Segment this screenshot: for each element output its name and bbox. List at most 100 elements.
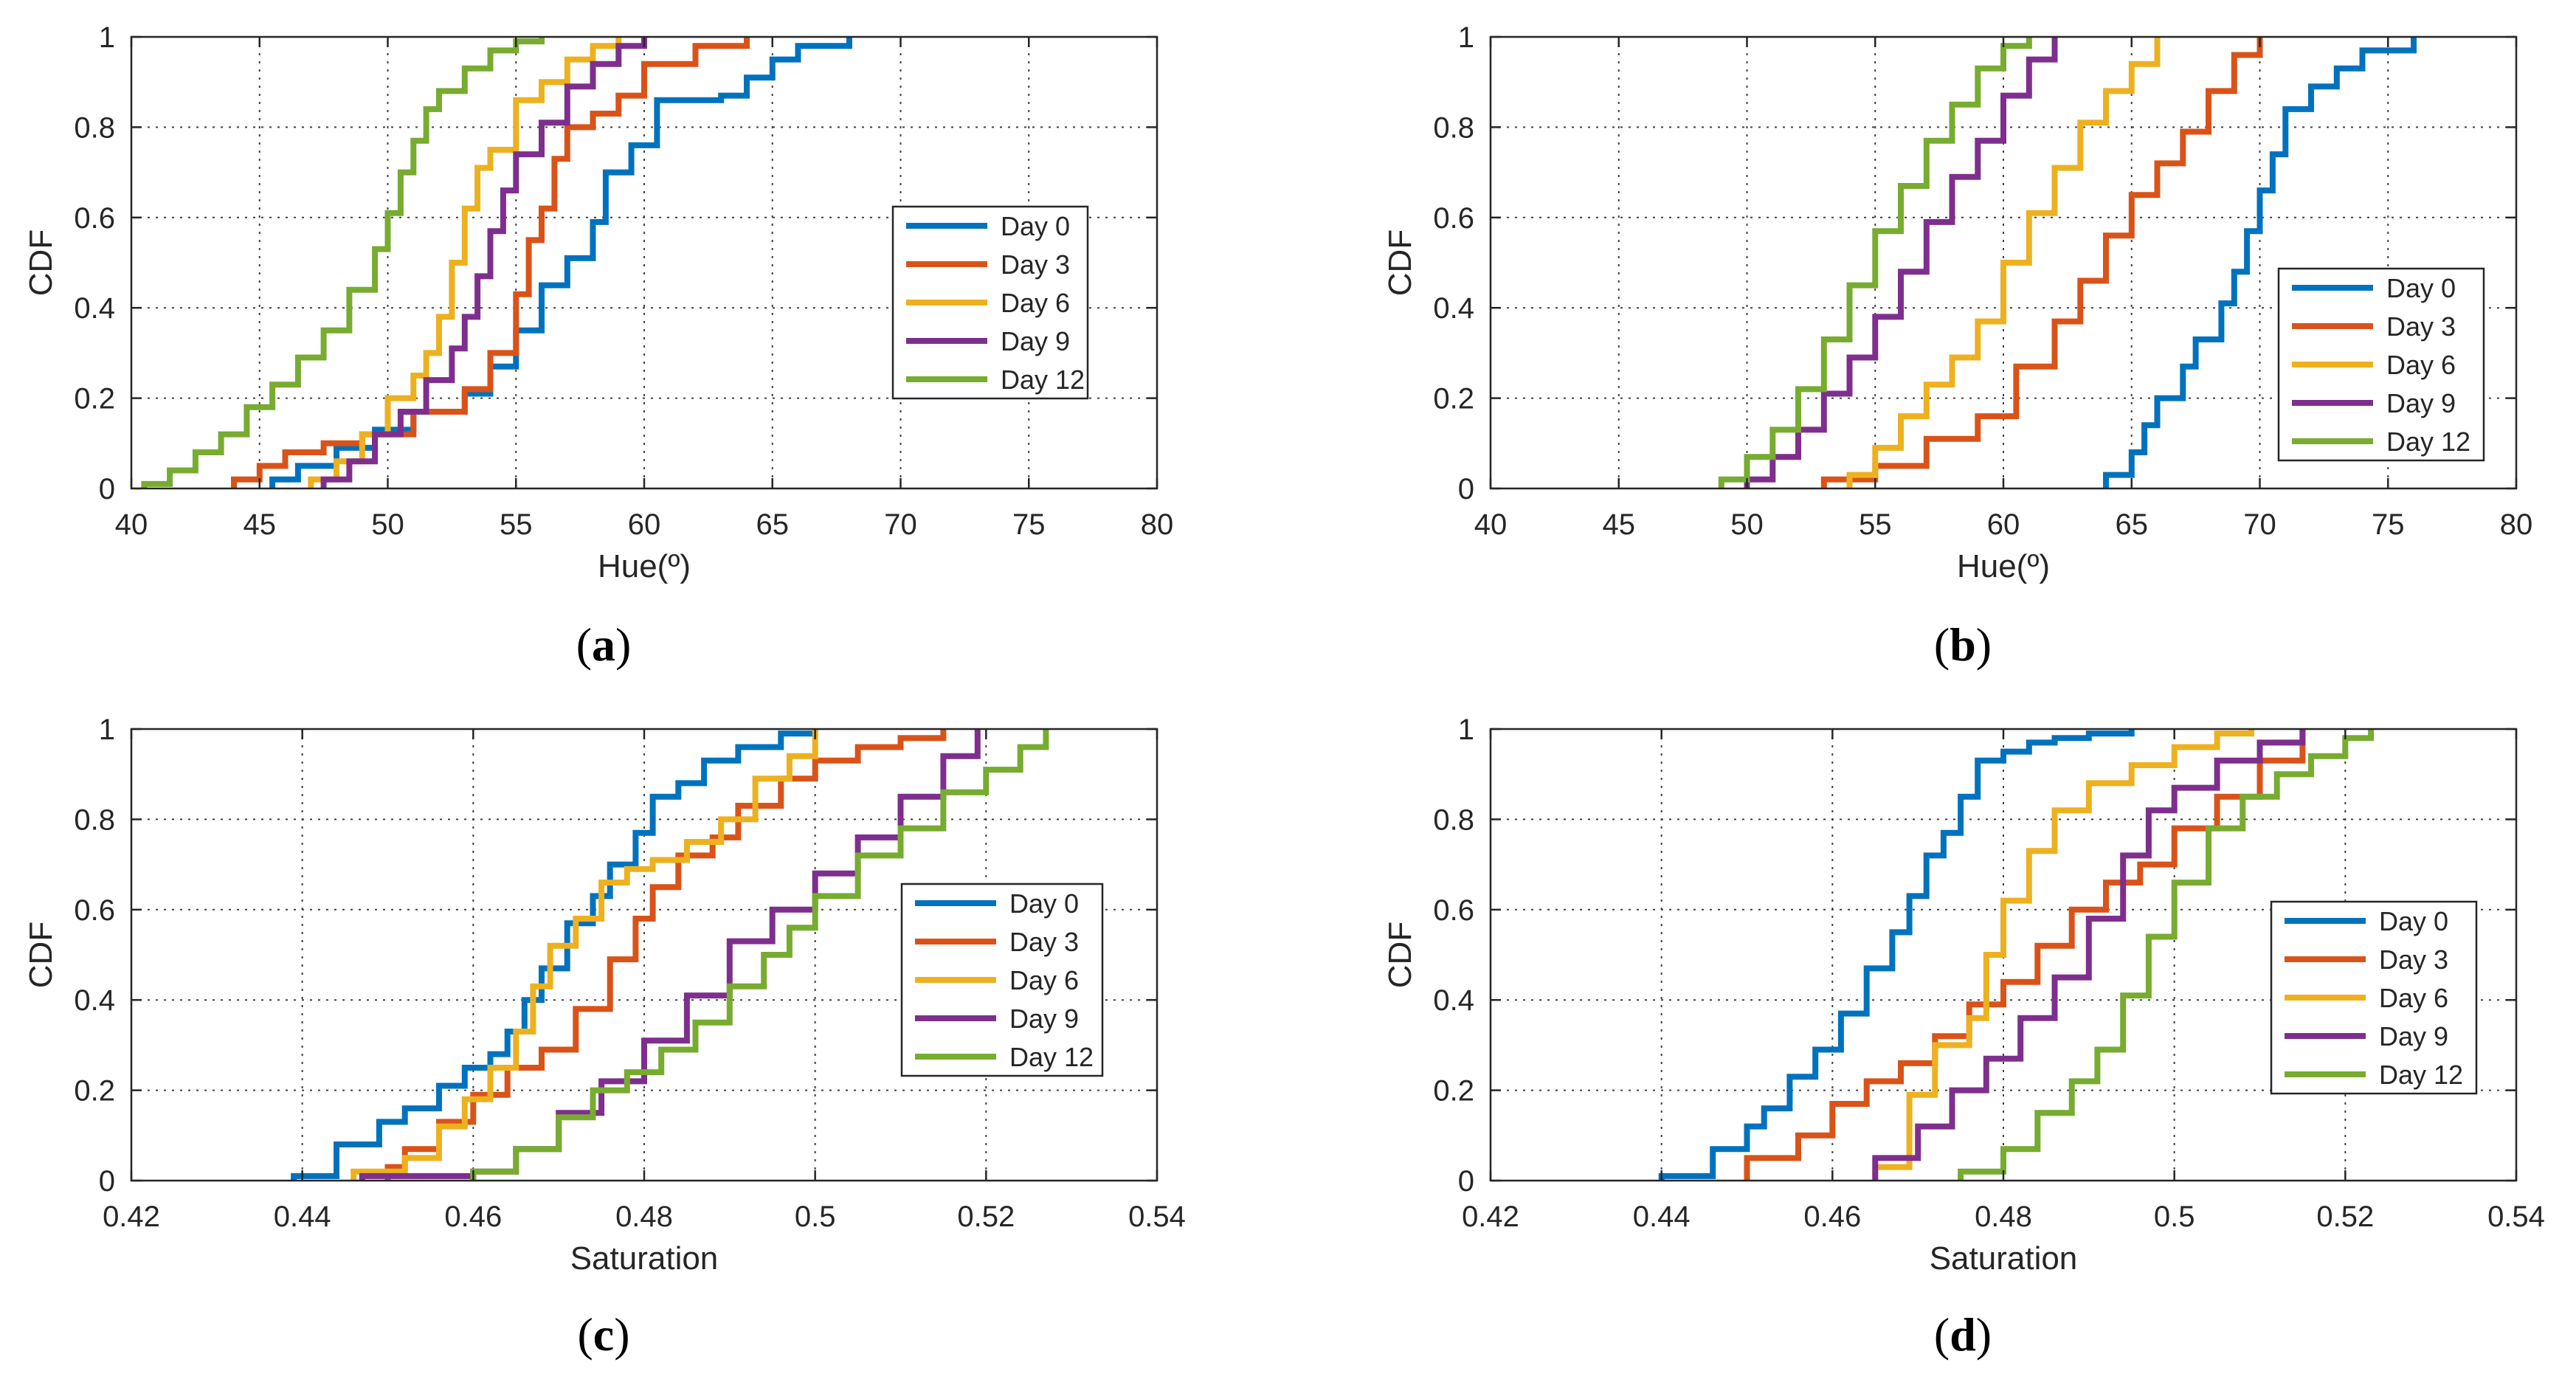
caption-close-paren: ) (615, 618, 631, 671)
series-line-day-12 (1958, 729, 2375, 1181)
caption-close-paren: ) (614, 1308, 629, 1361)
legend-label: Day 3 (1009, 927, 1079, 957)
series-line-day-0 (1658, 729, 2135, 1181)
x-tick-label: 0.44 (1633, 1201, 1691, 1233)
caption-close-paren: ) (1976, 1308, 1992, 1361)
chart-panel-b: 40 45 50 55 60 65 70 75 80 0 0.2 0.4 0.6 0.8 1 Hue(º) CD… (1382, 21, 2532, 671)
legend-label: Day 9 (1001, 326, 1070, 356)
legend-label: Day 3 (2386, 311, 2456, 342)
series-group (1718, 37, 2417, 488)
series-line-day-12 (1718, 37, 2032, 488)
series-line-day-6 (1846, 37, 2161, 488)
x-tick-label: 55 (500, 508, 533, 541)
legend-label: Day 0 (2386, 273, 2456, 303)
chart-panel-c: 0.42 0.44 0.46 0.48 0.5 0.52 0.54 0 0.2 0.4 0.6 0.8… (23, 714, 1186, 1361)
grid (131, 729, 1157, 1181)
series-group (1658, 729, 2375, 1181)
x-tick-label: 45 (1603, 508, 1636, 541)
x-tick-label: 60 (1987, 508, 2020, 541)
x-tick-label: 45 (244, 508, 277, 541)
legend-label: Day 12 (1009, 1042, 1094, 1072)
legend-label: Day 0 (2379, 906, 2448, 936)
caption-open-paren: ( (1934, 618, 1950, 671)
caption-close-paren: ) (1976, 618, 1992, 671)
panel-caption: (b) (1934, 618, 1992, 671)
legend: Day 0 Day 3 Day 6 Day 9 Day 12 (900, 883, 1104, 1077)
legend-label: Day 12 (1001, 365, 1085, 395)
legend-label: Day 12 (2386, 426, 2470, 457)
chart-panel-a: 40 45 50 55 60 65 70 75 80 0 0.2 0.4 0.6 0.8 1 Hue(º) CD… (23, 21, 1173, 671)
legend-label: Day 3 (2379, 944, 2448, 975)
x-tick-label: 75 (1012, 508, 1046, 541)
y-tick-label: 0 (1458, 473, 1474, 505)
y-tick-label: 0.4 (1433, 292, 1474, 325)
panel-caption: (c) (577, 1308, 629, 1361)
x-tick-label: 0.42 (103, 1201, 160, 1233)
y-tick-label: 0.4 (1433, 984, 1474, 1017)
legend: Day 0 Day 3 Day 6 Day 9 Day 12 (891, 205, 1089, 400)
x-axis-label: Hue(º) (1957, 548, 2050, 584)
series-line-day-6 (308, 37, 622, 488)
y-axis-label: CDF (1382, 922, 1418, 988)
y-tick-label: 0.8 (1433, 804, 1474, 836)
series-group (291, 729, 1049, 1181)
caption-letter: a (592, 618, 615, 671)
series-line-day-0 (291, 729, 818, 1181)
y-tick-label: 0.6 (74, 894, 115, 927)
series-line-day-12 (141, 37, 545, 488)
panel-caption: (d) (1934, 1308, 1992, 1361)
series-line-day-0 (2103, 37, 2417, 488)
x-tick-label: 60 (628, 508, 661, 541)
legend-label: Day 9 (2379, 1021, 2448, 1051)
legend-label: Day 9 (2386, 388, 2456, 418)
series-group (141, 37, 852, 488)
x-tick-label: 70 (2243, 508, 2276, 541)
y-tick-label: 0.2 (74, 383, 115, 415)
y-tick-label: 0.4 (74, 292, 115, 325)
x-tick-label: 0.48 (1975, 1201, 2032, 1233)
x-axis-label: Hue(º) (598, 548, 691, 584)
x-tick-label: 0.5 (795, 1201, 836, 1233)
x-tick-label: 55 (1859, 508, 1892, 541)
y-tick-label: 0.8 (74, 804, 115, 836)
y-tick-label: 0.2 (1433, 1075, 1474, 1108)
legend-label: Day 9 (1009, 1004, 1079, 1034)
x-tick-label: 70 (884, 508, 917, 541)
x-tick-label: 75 (2372, 508, 2405, 541)
series-line-day-9 (320, 37, 647, 488)
caption-letter: c (593, 1308, 614, 1361)
x-tick-label: 40 (115, 508, 148, 541)
x-tick-label: 0.46 (1803, 1201, 1861, 1233)
series-line-day-9 (1744, 37, 2058, 488)
x-tick-label: 65 (756, 508, 790, 541)
legend: Day 0 Day 3 Day 6 Day 9 Day 12 (2270, 900, 2478, 1095)
y-axis-label: CDF (23, 229, 59, 296)
y-tick-label: 0 (1458, 1165, 1474, 1198)
legend-label: Day 6 (1001, 288, 1070, 318)
legend: Day 0 Day 3 Day 6 Day 9 Day 12 (2277, 267, 2485, 462)
series-line-day-3 (1820, 37, 2263, 488)
legend-label: Day 12 (2379, 1060, 2463, 1090)
x-tick-label: 80 (2500, 508, 2533, 541)
y-tick-label: 0 (99, 473, 115, 505)
x-tick-label: 50 (371, 508, 404, 541)
y-tick-label: 0.6 (1433, 202, 1474, 235)
x-tick-label: 80 (1141, 508, 1174, 541)
caption-open-paren: ( (577, 1308, 593, 1361)
panel-caption: (a) (576, 618, 632, 671)
y-tick-label: 0.2 (74, 1075, 115, 1108)
legend-label: Day 6 (1009, 965, 1079, 995)
y-tick-label: 0.8 (1433, 111, 1474, 144)
series-line-day-3 (231, 37, 750, 488)
x-tick-label: 0.48 (615, 1201, 673, 1233)
x-tick-label: 0.5 (2154, 1201, 2195, 1233)
x-axis-label: Saturation (1930, 1240, 2078, 1277)
y-tick-label: 0.6 (1433, 894, 1474, 927)
x-tick-label: 0.44 (274, 1201, 331, 1233)
x-tick-label: 0.52 (957, 1201, 1015, 1233)
y-tick-label: 1 (1458, 714, 1474, 746)
x-tick-label: 0.46 (444, 1201, 502, 1233)
chart-panel-d: 0.42 0.44 0.46 0.48 0.5 0.52 0.54 0 0.2 0.4 0.6 0.8… (1382, 714, 2545, 1361)
x-tick-label: 0.52 (2316, 1201, 2374, 1233)
x-tick-label: 65 (2116, 508, 2149, 541)
